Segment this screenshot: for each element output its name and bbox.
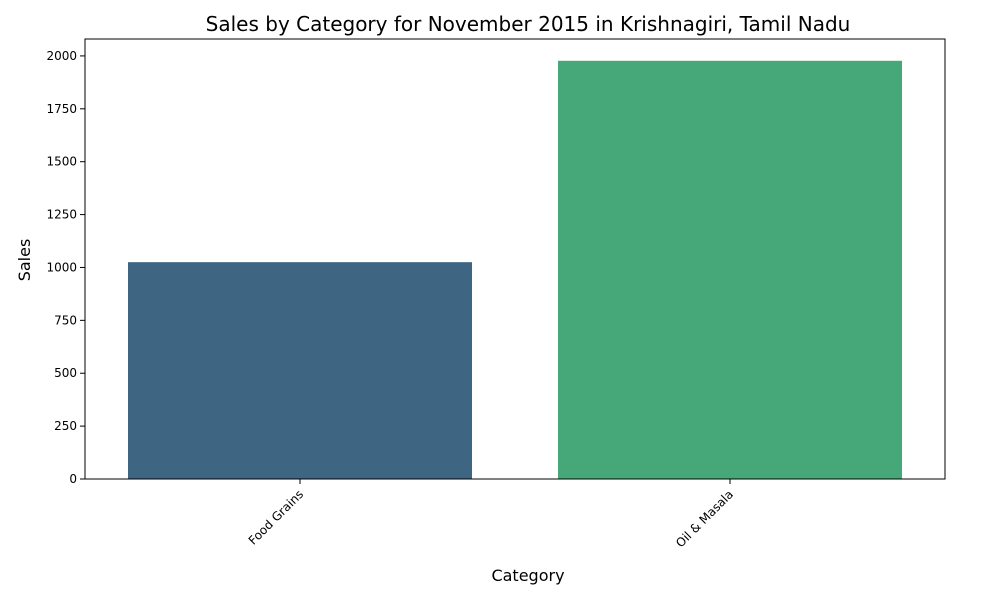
x-tick-label: Oil & Masala: [673, 487, 736, 550]
plot-area-frame: [84, 38, 946, 480]
y-tick-label: 0: [69, 472, 77, 486]
y-axis-title: Sales: [15, 239, 34, 282]
y-tick-label: 250: [54, 419, 77, 433]
y-tick-label: 750: [54, 313, 77, 327]
y-tick-label: 2000: [46, 49, 77, 63]
x-axis-ticks: Food Grains Oil & Masala: [246, 479, 736, 550]
y-axis-ticks: 0 250 500 750 1000 1250 1500 1750 2000: [46, 49, 85, 486]
bar-oil-masala: [558, 60, 902, 480]
y-tick-label: 1250: [46, 208, 77, 222]
y-tick-label: 1500: [46, 155, 77, 169]
x-tick-label: Food Grains: [246, 487, 306, 547]
bar-food-grains: [128, 262, 472, 479]
x-axis-title: Category: [491, 566, 564, 585]
y-tick-label: 1000: [46, 260, 77, 274]
y-tick-label: 1750: [46, 102, 77, 116]
chart-title: Sales by Category for November 2015 in K…: [206, 12, 851, 36]
bars-layer: [128, 60, 902, 480]
y-tick-label: 500: [54, 366, 77, 380]
